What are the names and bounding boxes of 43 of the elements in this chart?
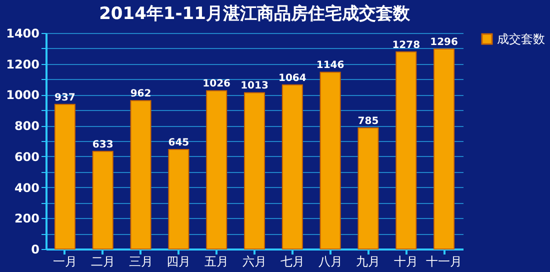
bar (396, 51, 417, 250)
bar (320, 72, 341, 250)
chart-title: 2014年1-11月湛江商品房住宅成交套数 (99, 4, 411, 24)
bar (92, 150, 114, 250)
x-tick-label: 九月 (356, 254, 380, 268)
bar (244, 92, 265, 250)
bar (130, 100, 152, 250)
bar (282, 84, 303, 250)
bar (206, 90, 228, 250)
data-label: 785 (358, 116, 379, 127)
data-label: 962 (130, 88, 152, 100)
x-tick-label: 六月 (242, 254, 266, 268)
x-tick-label: 五月 (204, 254, 229, 268)
bar (168, 148, 190, 250)
legend-label: 成交套数 (497, 32, 545, 46)
y-tick-label: 0 (31, 242, 40, 256)
x-tick-label: 三月 (128, 254, 153, 268)
data-label: 937 (54, 92, 76, 104)
x-tick-label: 七月 (280, 254, 304, 268)
y-tick-label: 1400 (6, 26, 40, 40)
y-tick-label: 400 (14, 180, 40, 195)
y-tick-label: 800 (14, 119, 40, 134)
x-tick-label: 十一月 (426, 254, 462, 268)
y-tick-label: 1000 (6, 88, 40, 102)
data-label: 1146 (316, 60, 344, 72)
data-label: 633 (92, 139, 114, 150)
y-tick-label: 600 (14, 150, 40, 164)
data-label: 1278 (392, 40, 420, 51)
x-tick-label: 四月 (166, 254, 191, 268)
y-tick-label: 200 (14, 212, 40, 226)
x-tick-label: 十月 (394, 254, 418, 268)
data-label: 1064 (278, 72, 306, 84)
bar (434, 48, 455, 250)
data-label: 1013 (240, 80, 268, 92)
x-tick-label: 二月 (90, 254, 115, 268)
bar (54, 104, 76, 250)
y-tick-label: 1200 (6, 57, 40, 72)
data-label: 1296 (430, 37, 458, 48)
x-tick-label: 八月 (318, 254, 342, 268)
data-label: 1026 (202, 78, 231, 90)
data-label: 645 (168, 137, 190, 148)
bar (358, 127, 379, 250)
x-tick-label: 一月 (52, 254, 77, 268)
